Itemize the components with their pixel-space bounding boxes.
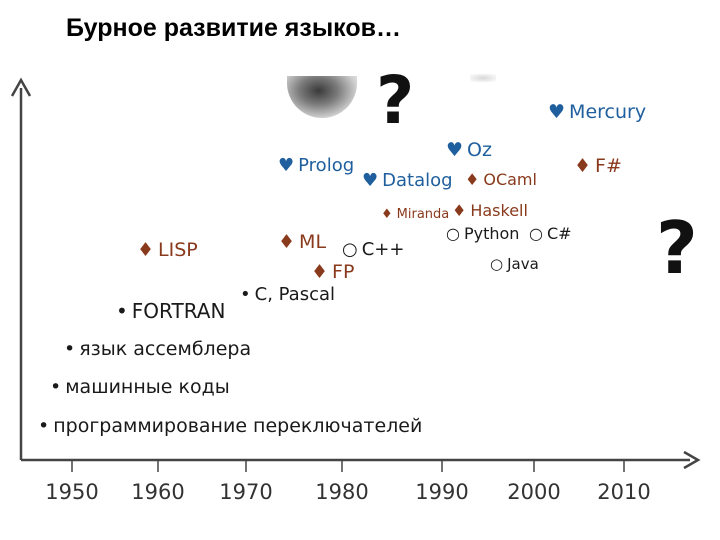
item-cpp: ○ C++ [342,239,405,260]
bullet-icon: • [38,415,50,437]
bullet-icon: • [64,338,76,360]
item-machine-codes: • машинные коды [50,376,230,398]
item-datalog: ♥ Datalog [362,170,453,191]
heart-icon: ♥ [362,170,379,191]
page-title: Бурное развитие языков… [66,14,401,42]
item-ml: ♦ ML [278,231,327,253]
tick-label-1950: 1950 [45,480,99,504]
photo-fragment-image [470,74,496,82]
item-lisp: ♦ LISP [137,239,198,261]
item-mercury: ♥ Mercury [548,101,647,123]
diamond-icon: ♦ [465,170,480,189]
bullet-icon: • [240,284,251,305]
heart-icon: ♥ [548,101,566,123]
question-mark-top: ? [376,62,415,139]
heart-icon: ♥ [446,139,464,161]
item-switch-programming: • программирование переключателей [38,415,423,437]
item-ocaml: ♦ OCaml [465,170,537,189]
item-haskell: ♦ Haskell [452,201,528,220]
bullet-icon: • [50,376,62,398]
bullet-icon: • [116,299,128,323]
circle-icon: ○ [529,224,543,243]
item-oz: ♥ Oz [446,139,492,161]
item-fp: ♦ FP [311,261,355,283]
diamond-icon: ♦ [381,207,393,222]
item-assembler: • язык ассемблера [64,338,252,360]
tick-label-1990: 1990 [415,480,469,504]
diamond-icon: ♦ [311,261,329,283]
tick-label-1970: 1970 [219,480,273,504]
tick-label-1980: 1980 [315,480,369,504]
item-csharp: ○ C# [529,224,572,243]
circle-icon: ○ [446,224,460,243]
tick-label-1960: 1960 [131,480,185,504]
question-mark-right: ? [656,206,698,290]
x-axis-arrow [683,450,701,470]
tick-label-2010: 2010 [597,480,651,504]
item-miranda: ♦ Miranda [381,207,450,222]
item-prolog: ♥ Prolog [278,155,355,176]
item-python: ○ Python [446,224,520,243]
circle-icon: ○ [490,255,504,273]
circle-icon: ○ [342,239,358,260]
item-java: ○ Java [490,255,539,273]
tick-label-2000: 2000 [507,480,561,504]
diamond-icon: ♦ [452,201,467,220]
item-fortran: • FORTRAN [116,299,226,323]
item-c-pascal: • C, Pascal [240,284,336,305]
diamond-icon: ♦ [574,155,592,177]
heart-icon: ♥ [278,155,295,176]
y-axis-arrow [10,77,32,97]
diamond-icon: ♦ [137,239,155,261]
item-fsharp: ♦ F# [574,155,622,177]
diamond-icon: ♦ [278,231,296,253]
